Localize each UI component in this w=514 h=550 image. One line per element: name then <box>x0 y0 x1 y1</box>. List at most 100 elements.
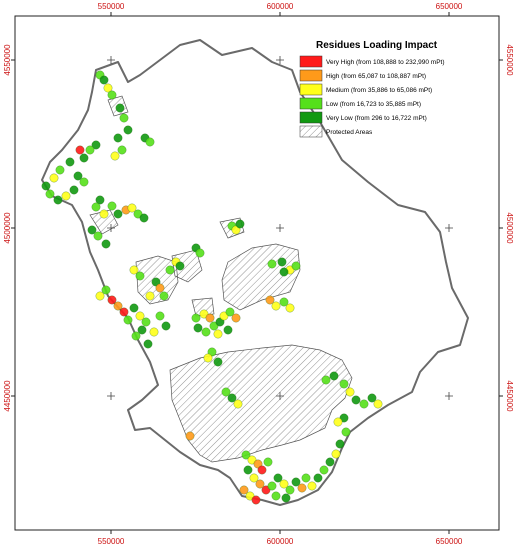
impact-dot-low <box>291 261 301 271</box>
impact-dot-very-low <box>41 181 51 191</box>
impact-dot-very-low <box>113 133 123 143</box>
impact-dot-very-low <box>137 325 147 335</box>
impact-dot-medium <box>145 291 155 301</box>
legend-title: Residues Loading Impact <box>316 40 438 51</box>
impact-dot-medium <box>103 83 113 93</box>
impact-dot-low <box>159 291 169 301</box>
impact-dot-low <box>285 485 295 495</box>
impact-dot-medium <box>213 329 223 339</box>
legend-swatch-low <box>299 97 323 110</box>
impact-dot-very-low <box>243 465 253 475</box>
impact-dot-very-low <box>99 75 109 85</box>
impact-dot-low <box>339 379 349 389</box>
impact-dot-medium <box>307 481 317 491</box>
impact-dot-very-low <box>73 171 83 181</box>
impact-dot-medium <box>279 479 289 489</box>
impact-dot-medium <box>373 399 383 409</box>
impact-dot-very-low <box>115 103 125 113</box>
y-tick-right-3: 4450000 <box>505 380 514 412</box>
impact-dot-very-high <box>75 145 85 155</box>
impact-dot-low <box>225 307 235 317</box>
impact-dot-very-low <box>313 473 323 483</box>
impact-dot-low <box>55 165 65 175</box>
x-tick-top-1: 550000 <box>98 2 125 11</box>
map-ticks <box>11 12 503 534</box>
legend-label-low: Low (from 16,723 to 35,885 mPt) <box>326 101 421 108</box>
impact-dot-very-high <box>251 495 261 505</box>
impact-dot-very-low <box>325 457 335 467</box>
impact-dot-low <box>79 177 89 187</box>
impact-dot-very-low <box>87 225 97 235</box>
legend-label-protected: Protected Areas <box>326 129 373 136</box>
impact-dot-high <box>185 431 195 441</box>
impact-dot-low <box>263 457 273 467</box>
impact-dot-medium <box>271 301 281 311</box>
y-tick-left-2: 4500000 <box>3 212 12 244</box>
impact-dot-very-high <box>107 295 117 305</box>
impact-dot-low <box>123 315 133 325</box>
impact-dot-very-high <box>257 465 267 475</box>
impact-dot-medium <box>249 473 259 483</box>
impact-dot-very-low <box>367 393 377 403</box>
impact-dot-low <box>155 311 165 321</box>
impact-dot-low <box>271 491 281 501</box>
impact-dot-low <box>191 313 201 323</box>
x-tick-bottom-1: 550000 <box>98 537 125 546</box>
legend-label-medium: Medium (from 35,886 to 65,086 mPt) <box>326 87 432 94</box>
impact-dot-low <box>107 201 117 211</box>
x-tick-top-3: 650000 <box>436 2 463 11</box>
impact-dot-low <box>119 113 129 123</box>
impact-dot-very-low <box>227 393 237 403</box>
impact-dot-medium <box>110 151 120 161</box>
impact-dot-medium <box>285 303 295 313</box>
legend-label-very-low: Very Low (from 296 to 16,722 mPt) <box>326 115 427 122</box>
impact-dot-very-high <box>119 307 129 317</box>
impact-dot-very-low <box>291 477 301 487</box>
impact-dot-high <box>113 301 123 311</box>
impact-dot-low <box>241 450 251 460</box>
impact-dot-very-low <box>235 219 245 229</box>
impact-dot-low <box>321 375 331 385</box>
impact-dot-medium <box>49 173 59 183</box>
impact-dot-low <box>319 465 329 475</box>
impact-dot-medium <box>345 387 355 397</box>
impact-dot-very-low <box>143 339 153 349</box>
impact-dot-low <box>101 285 111 295</box>
impact-dot-low <box>267 259 277 269</box>
impact-dot-low <box>267 481 277 491</box>
impact-dot-medium <box>149 327 159 337</box>
impact-dot-very-low <box>351 395 361 405</box>
impact-dot-medium <box>127 203 137 213</box>
impact-dot-very-low <box>123 125 133 135</box>
impact-dot-very-low <box>281 493 291 503</box>
impact-dot-low <box>201 327 211 337</box>
impact-dot-medium <box>333 417 343 427</box>
impact-dot-high <box>205 313 215 323</box>
impact-dot-medium <box>99 209 109 219</box>
impact-dot-medium <box>331 449 341 459</box>
impact-dot-very-low <box>279 267 289 277</box>
impact-dot-low <box>301 473 311 483</box>
impact-dot-medium <box>233 399 243 409</box>
impact-dot-very-low <box>113 209 123 219</box>
impact-dot-very-low <box>95 195 105 205</box>
impact-dot-very-low <box>335 439 345 449</box>
impact-dot-very-low <box>273 473 283 483</box>
y-tick-left-3: 4450000 <box>3 380 12 412</box>
impact-dot-very-low <box>161 321 171 331</box>
y-tick-left-1: 4550000 <box>3 44 12 76</box>
impact-dot-low <box>279 297 289 307</box>
impact-dot-low <box>135 271 145 281</box>
impact-dot-low <box>165 265 175 275</box>
impact-dot-high <box>297 483 307 493</box>
impact-dot-very-low <box>79 153 89 163</box>
impact-dot-low <box>141 317 151 327</box>
impact-dot-low <box>359 399 369 409</box>
impact-dots <box>41 70 383 505</box>
impact-dot-very-low <box>101 239 111 249</box>
impact-dot-low <box>45 189 55 199</box>
impact-dot-medium <box>61 191 71 201</box>
impact-dot-medium <box>135 311 145 321</box>
impact-dot-low <box>93 231 103 241</box>
